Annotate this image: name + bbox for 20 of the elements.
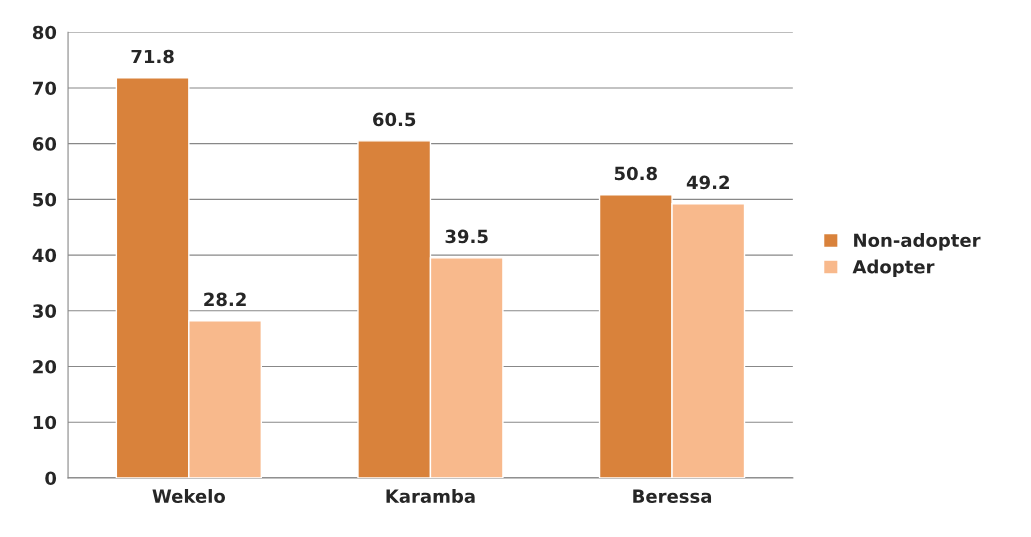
data-label: 71.8 — [131, 49, 174, 64]
y-tick-label: 60 — [32, 137, 57, 151]
y-tick-label: 10 — [33, 415, 57, 430]
x-tick-label: Wekelo — [152, 489, 226, 504]
x-tick-label: Beressa — [633, 489, 712, 504]
legend-label: Adopter — [852, 259, 935, 278]
data-label: 60.5 — [373, 112, 416, 127]
data-label: 28.2 — [204, 292, 246, 307]
y-tick-label: 30 — [33, 304, 57, 318]
y-tick-label: 20 — [33, 359, 57, 374]
data-label: 50.8 — [614, 166, 657, 181]
data-label: 39.5 — [445, 229, 488, 244]
legend-label: Non-adopter — [854, 233, 981, 251]
y-tick-label: 50 — [33, 192, 57, 207]
y-tick-label: 40 — [32, 248, 57, 263]
x-tick-label: Karamba — [386, 489, 475, 504]
y-tick-label: 0 — [45, 471, 57, 486]
y-tick-label: 70 — [33, 81, 57, 96]
y-tick-label: 80 — [32, 25, 57, 40]
data-label: 49.2 — [686, 175, 729, 190]
